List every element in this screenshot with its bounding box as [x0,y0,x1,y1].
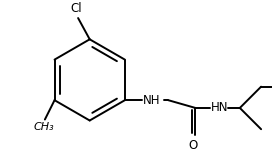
Text: NH: NH [143,94,161,107]
Text: CH₃: CH₃ [34,122,54,132]
Text: HN: HN [211,101,228,114]
Text: Cl: Cl [70,2,82,15]
Text: O: O [189,139,198,152]
